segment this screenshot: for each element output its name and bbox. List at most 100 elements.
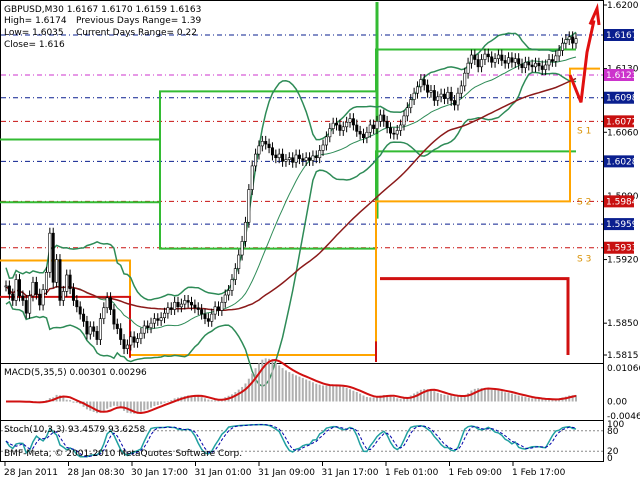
candle-body <box>146 325 150 329</box>
price-tick-label: 1.5815 <box>607 351 639 361</box>
price-axis: 1.62001.61301.60601.59901.59201.58501.58… <box>603 1 639 361</box>
time-tick-label: 28 Jan 2011 <box>4 468 58 478</box>
candle-body <box>574 38 578 44</box>
candle-body <box>227 290 231 296</box>
candle-body <box>503 60 507 64</box>
candle-body <box>55 259 59 283</box>
candle-body <box>11 293 15 301</box>
level-label-box <box>604 91 634 104</box>
candle-body <box>48 232 52 273</box>
candle-body <box>34 281 38 295</box>
level-label-text: 1.6028 <box>606 157 638 167</box>
candle-body <box>372 124 376 129</box>
candle-body <box>220 301 224 311</box>
candle-body <box>51 232 55 283</box>
level-label-box <box>604 115 634 128</box>
candle-body <box>173 301 177 310</box>
price-tick-label: 1.5850 <box>607 319 639 329</box>
candle-body <box>473 54 477 60</box>
candle-body <box>71 288 75 301</box>
bollinger-upper <box>5 31 577 301</box>
pivot-label: S 3 <box>577 255 591 265</box>
candle-body <box>7 285 11 295</box>
candle-body <box>264 141 268 145</box>
candle-body <box>65 274 69 292</box>
stoch-tick-label: 20 <box>607 447 619 457</box>
pivot-s-line <box>0 67 600 356</box>
candle-body <box>44 271 48 290</box>
candle-body <box>92 326 96 332</box>
candle-body <box>362 133 366 139</box>
candle-body <box>402 115 406 126</box>
candle-body <box>233 268 237 280</box>
macd-indicator <box>6 358 577 415</box>
candle-body <box>547 59 551 66</box>
candle-body <box>297 154 301 159</box>
candle-body <box>486 53 490 58</box>
candle-body <box>277 153 281 159</box>
stoch-tick-label: 0 <box>607 454 613 464</box>
pivot-labels: S 1 S 2 S 3 <box>577 126 591 264</box>
header-close: Close= 1.616 <box>4 40 65 50</box>
header-prev-range: Previous Days Range= 1.39 <box>76 16 201 26</box>
pivot-label: S 1 <box>577 126 591 136</box>
candle-body <box>68 274 72 289</box>
candle-body <box>453 100 457 106</box>
candle-body <box>561 42 565 51</box>
candle-body <box>156 318 160 321</box>
macd-tick-label: 0.00 <box>607 397 627 407</box>
candle-body <box>385 121 389 129</box>
candle-body <box>304 157 308 161</box>
level-label-box <box>604 69 634 81</box>
candle-body <box>415 86 419 94</box>
level-label-box <box>604 241 634 254</box>
candle-body <box>112 309 116 325</box>
forecast-arrowhead <box>588 3 601 26</box>
candle-body <box>38 293 42 306</box>
candle-body <box>412 92 416 100</box>
candle-body <box>213 306 217 315</box>
candle-body <box>159 317 163 321</box>
candle-body <box>338 124 342 131</box>
candle-body <box>14 279 18 301</box>
candle-body <box>355 124 359 132</box>
candle-body <box>368 124 372 133</box>
candle-body <box>328 128 332 138</box>
candle-body <box>395 130 399 135</box>
candle-body <box>203 313 207 319</box>
candle-body <box>500 54 504 61</box>
candle-body <box>250 165 254 190</box>
candle-body <box>61 291 65 301</box>
candle-body <box>254 153 258 167</box>
candle-body <box>314 155 318 159</box>
forecast-arrow <box>568 3 601 103</box>
time-axis: 28 Jan 2011 28 Jan 08:30 30 Jan 17:00 31 Ja… <box>4 462 566 478</box>
bollinger-lower <box>5 71 577 388</box>
candle-body <box>17 279 21 297</box>
candle-body <box>571 36 575 44</box>
macd-label: MACD(5,35,5) 0.00301 0.00296 <box>4 368 147 378</box>
candle-body <box>459 85 463 94</box>
candle-body <box>378 114 382 122</box>
candle-body <box>446 91 450 99</box>
candle-body <box>186 300 190 303</box>
candle-body <box>24 300 28 314</box>
candle-body <box>243 221 247 242</box>
candle-body <box>183 300 187 305</box>
candle-body <box>132 336 136 343</box>
candle-body <box>257 145 261 155</box>
candle-body <box>550 59 554 62</box>
candle-body <box>122 339 126 349</box>
macd-axis: 0.01066 0.00 -0.00462 <box>607 364 640 422</box>
candle-body <box>139 332 143 339</box>
candle-body <box>510 57 514 63</box>
candle-body <box>324 136 328 146</box>
header-symbol: GBPUSD,M30 1.6167 1.6170 1.6159 1.6163 <box>4 5 201 15</box>
level-label-box <box>604 218 634 231</box>
level-label-text: 1.5984 <box>606 197 638 207</box>
stoch-label: Stoch(10,3,3) 93.4579 93.6258 <box>4 425 145 435</box>
candle-body <box>163 312 167 319</box>
candle-body <box>179 303 183 308</box>
